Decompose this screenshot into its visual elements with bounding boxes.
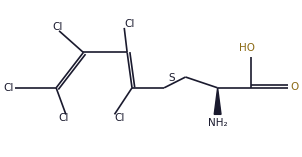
Text: HO: HO	[239, 43, 255, 53]
Text: Cl: Cl	[114, 113, 124, 123]
Text: O: O	[291, 82, 299, 92]
Text: Cl: Cl	[3, 83, 13, 93]
Text: Cl: Cl	[59, 113, 69, 123]
Text: Cl: Cl	[124, 19, 134, 29]
Text: NH₂: NH₂	[208, 118, 227, 128]
Polygon shape	[214, 88, 221, 114]
Text: S: S	[168, 73, 175, 83]
Text: Cl: Cl	[52, 22, 62, 32]
